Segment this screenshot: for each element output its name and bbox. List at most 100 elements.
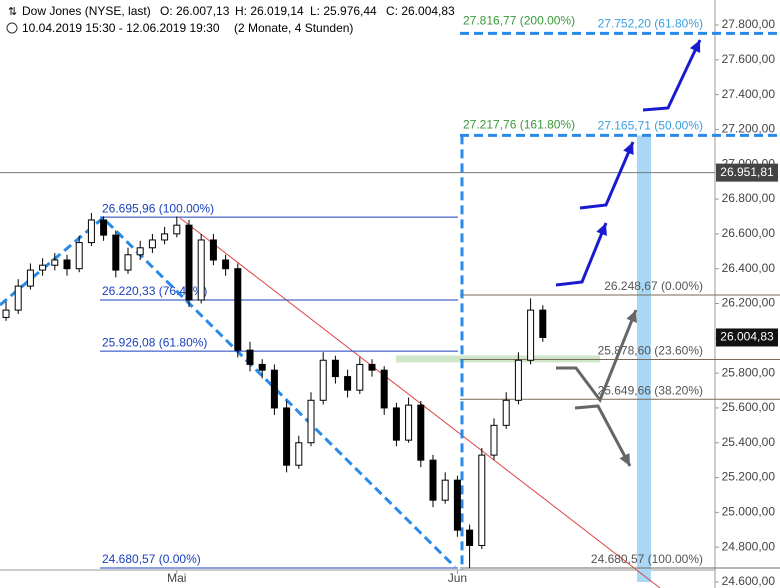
candle-body xyxy=(246,349,254,365)
bear-arrow-head xyxy=(626,310,637,323)
bear-arrow xyxy=(556,309,638,404)
candle-body xyxy=(75,242,83,270)
candle-body xyxy=(148,239,156,249)
candle-body xyxy=(100,219,108,236)
candle-body xyxy=(527,309,535,361)
y-tick-label: 25.600,00 xyxy=(722,400,776,414)
channel xyxy=(0,215,457,569)
y-tick-label: 26.600,00 xyxy=(722,226,776,240)
bull-arrow-head xyxy=(623,142,634,155)
candle-body xyxy=(51,259,59,266)
candle-body xyxy=(2,309,10,318)
x-tick-label: Jun xyxy=(448,571,467,585)
candle-body xyxy=(380,369,388,409)
fib-label: 25.926,08 (61.80%) xyxy=(102,335,207,349)
last-box xyxy=(716,328,778,347)
candle-body xyxy=(63,259,71,270)
candle-body xyxy=(112,234,120,271)
open: O: 26.007,13 xyxy=(160,4,230,18)
bull-arrow xyxy=(579,141,635,210)
candle-body xyxy=(514,359,522,401)
fib-label: 24.680,57 (0.00%) xyxy=(102,552,201,566)
low: L: 25.976,44 xyxy=(310,4,377,18)
icon: ⇅ xyxy=(8,6,17,18)
y-tick-label: 25.000,00 xyxy=(722,505,776,519)
candle-body xyxy=(270,369,278,409)
level-label: 26.951,81 xyxy=(720,165,774,179)
fib-ext-label: 27.217,76 (161.80%) xyxy=(463,118,575,132)
candle-body xyxy=(222,259,230,270)
candle-body xyxy=(307,399,315,444)
candle-body xyxy=(39,264,47,271)
target-band xyxy=(637,135,651,582)
candle-body xyxy=(344,376,352,391)
fib-proj-label: 25.649,66 (38.20%) xyxy=(598,383,703,397)
y-tick-label: 25.200,00 xyxy=(722,470,776,484)
y-tick-label: 27.800,00 xyxy=(722,17,776,31)
x-tick-label: Mai xyxy=(167,571,186,585)
bear-arrow-head xyxy=(619,453,630,466)
candle-body xyxy=(283,407,291,466)
y-tick-label: 26.200,00 xyxy=(722,296,776,310)
candle-body xyxy=(209,239,217,261)
candle-body xyxy=(319,359,327,401)
fib-ext-label: 27.816,77 (200.00%) xyxy=(463,13,575,27)
candle-body xyxy=(124,254,132,271)
trend-line xyxy=(179,217,661,588)
candle-body xyxy=(258,363,266,371)
bull-arrow-head xyxy=(596,223,607,236)
y-tick-label: 24.600,00 xyxy=(722,574,776,588)
fib-label: 26.220,33 (76.40%) xyxy=(102,284,207,298)
last-label: 26.004,83 xyxy=(720,330,774,344)
y-tick-label: 25.800,00 xyxy=(722,365,776,379)
y-tick-label: 24.800,00 xyxy=(722,539,776,553)
fib-proj-label: 26.248,67 (0.00%) xyxy=(604,279,703,293)
y-tick-label: 25.400,00 xyxy=(722,435,776,449)
close: C: 26.004,83 xyxy=(386,4,455,18)
bull-arrow-head xyxy=(689,40,701,53)
y-tick-label: 27.400,00 xyxy=(722,87,776,101)
candle-body xyxy=(453,479,461,531)
candle-body xyxy=(478,454,486,546)
candle-body xyxy=(234,268,242,351)
y-tick-label: 26.400,00 xyxy=(722,261,776,275)
candle-body xyxy=(185,224,193,301)
candle-body xyxy=(429,459,437,501)
bull-arrow xyxy=(555,222,608,287)
target-label: 27.165,71 (50.00%) xyxy=(598,119,703,133)
chart-subtitle: 10.04.2019 15:30 - 12.06.2019 19:30 xyxy=(22,21,220,35)
fib-proj-label: 24.680,57 (100.00%) xyxy=(591,552,703,566)
candle-body xyxy=(161,233,169,241)
fib-label: 26.695,96 (100.00%) xyxy=(102,201,214,215)
bear-arrow xyxy=(574,404,632,467)
y-tick-label: 27.200,00 xyxy=(722,122,776,136)
candle-body xyxy=(295,442,303,466)
candle-body xyxy=(392,407,400,441)
candle-body xyxy=(490,424,498,456)
candle-body xyxy=(441,479,449,501)
candle-body xyxy=(197,239,205,301)
candle-body xyxy=(466,529,474,546)
clock-icon xyxy=(6,22,18,34)
bull-arrow xyxy=(642,39,702,112)
fib-proj-label: 25.878,60 (23.60%) xyxy=(598,344,703,358)
candle-body xyxy=(26,269,34,287)
candle-body xyxy=(14,285,22,311)
candle-body xyxy=(331,359,339,378)
candle-body xyxy=(173,224,181,235)
candle-body xyxy=(417,404,425,461)
candle-body xyxy=(87,219,95,244)
candle-body xyxy=(356,363,364,391)
y-tick-label: 26.800,00 xyxy=(722,191,776,205)
chart-title: Dow Jones (NYSE, last) xyxy=(22,4,151,18)
period: (2 Monate, 4 Stunden) xyxy=(234,21,353,35)
candle-body xyxy=(502,399,510,426)
target-label: 27.752,20 (61.80%) xyxy=(598,16,703,30)
y-tick-label: 27.600,00 xyxy=(722,52,776,66)
candle-body xyxy=(539,309,547,338)
candle-body xyxy=(405,404,413,441)
candle-body xyxy=(368,363,376,371)
high: H: 26.019,14 xyxy=(235,4,304,18)
candle-body xyxy=(136,247,144,256)
